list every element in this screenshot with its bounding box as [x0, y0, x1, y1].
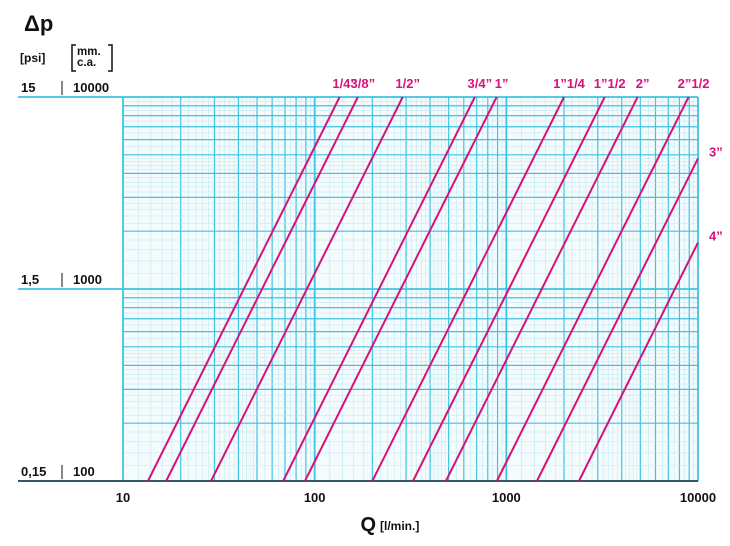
series-line — [536, 157, 699, 482]
legend-label: 4” — [709, 229, 723, 244]
x-tick-label: 1000 — [492, 490, 521, 505]
legend-label: 2” — [636, 76, 650, 91]
y-tick-label: 100 — [73, 464, 95, 479]
series-line — [412, 96, 606, 482]
x-tick-label: 10 — [116, 490, 130, 505]
y-unit-mm: mm. c.a. — [77, 46, 101, 69]
series-line — [304, 96, 498, 482]
grid — [123, 97, 698, 481]
y-unit-psi: [psi] — [20, 51, 45, 65]
x-tick-label: 10000 — [680, 490, 716, 505]
y-tick-label: 1000 — [73, 272, 102, 287]
legend-label: 2”1/2 — [678, 76, 710, 91]
unit-bracket — [71, 44, 113, 72]
legend-label: 1”1/4 — [553, 76, 586, 91]
legend-label: 1/2” — [395, 76, 420, 91]
legend-label: 1/4” — [332, 76, 357, 91]
x-tick-label: 100 — [304, 490, 326, 505]
x-axis-label: Q — [360, 514, 376, 536]
x-axis-unit: [l/min.] — [380, 519, 419, 533]
legend-label: 1” — [495, 76, 509, 91]
y-tick-label: 10000 — [73, 80, 109, 95]
legend-label: 3” — [709, 144, 723, 159]
y-tick-label-psi: 15 — [21, 80, 35, 95]
y-tick-label-psi: 1,5 — [21, 272, 39, 287]
series-line — [371, 96, 565, 482]
series-line — [165, 96, 359, 482]
y-tick-label-psi: 0,15 — [21, 464, 46, 479]
chart-title: Δp — [24, 11, 53, 36]
series-line — [578, 242, 699, 482]
series-line — [147, 96, 341, 482]
series-line — [445, 96, 639, 482]
legend-label: 3/4” — [468, 76, 493, 91]
legend-label: 3/8” — [351, 76, 376, 91]
series-line — [210, 96, 404, 482]
series-line — [496, 96, 690, 482]
series-line — [282, 96, 476, 482]
legend-label: 1”1/2 — [594, 76, 626, 91]
